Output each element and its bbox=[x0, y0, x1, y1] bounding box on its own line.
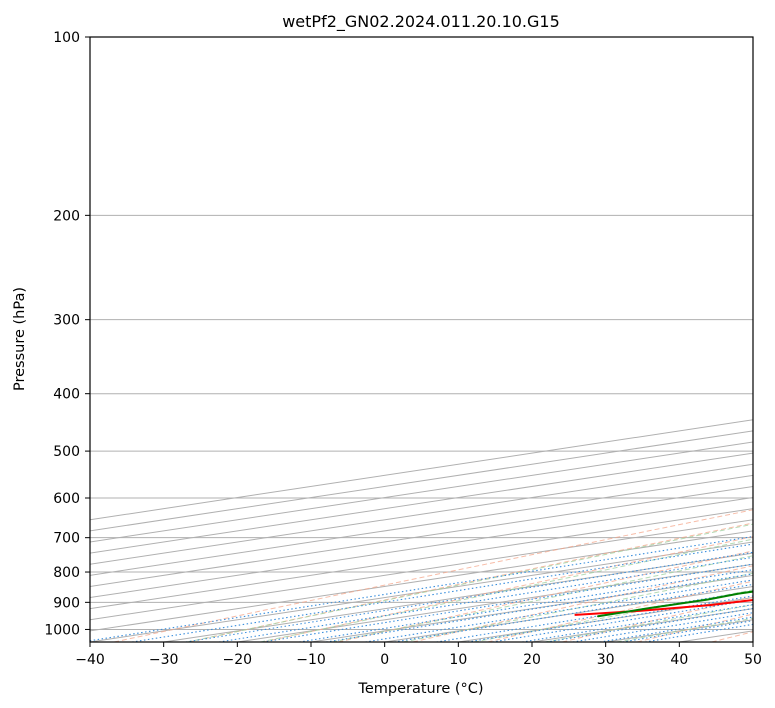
plot-frame bbox=[89, 36, 754, 643]
mixing-ratio-line bbox=[131, 543, 753, 642]
x-axis-label: Temperature (°C) bbox=[357, 681, 483, 697]
isotherm-line bbox=[384, 585, 753, 642]
dry-adiabat-line bbox=[711, 631, 753, 642]
mixing-ratio-line bbox=[299, 569, 753, 642]
isotherm-line bbox=[458, 597, 753, 642]
isotherm-line bbox=[163, 552, 753, 642]
isotherm-line bbox=[90, 485, 753, 587]
x-axis: −40 −30 −20 −10 0 10 20 30 40 50 bbox=[75, 642, 762, 668]
mixing-ratio-line bbox=[492, 599, 753, 642]
mixing-ratio-line bbox=[394, 583, 753, 642]
moist-adiabat-line bbox=[616, 617, 753, 642]
x-tick-label: 30 bbox=[597, 652, 615, 668]
dry-adiabat-line bbox=[114, 509, 753, 642]
mixing-ratio-line bbox=[185, 551, 753, 642]
x-tick-label: −30 bbox=[149, 652, 179, 668]
mixing-ratio-line bbox=[262, 563, 753, 642]
x-tick-label: 20 bbox=[523, 652, 541, 668]
x-tick-label: 10 bbox=[449, 652, 467, 668]
dry-adiabat-line bbox=[487, 580, 753, 642]
y-tick-label: 800 bbox=[53, 565, 80, 581]
y-tick-label: 500 bbox=[53, 444, 80, 460]
moist-adiabat-line bbox=[403, 572, 753, 642]
x-tick-label: −20 bbox=[223, 652, 253, 668]
dry-adiabat-line bbox=[338, 550, 753, 642]
x-tick-label: −40 bbox=[75, 652, 105, 668]
profile-lines bbox=[574, 590, 753, 618]
dry-adiabat-line bbox=[562, 596, 753, 642]
y-tick-label: 300 bbox=[53, 313, 80, 329]
mixing-ratio-line bbox=[645, 623, 753, 642]
y-tick-label: 400 bbox=[53, 387, 80, 403]
isotherm-line bbox=[90, 497, 753, 599]
isotherm-line bbox=[90, 441, 753, 543]
x-tick-label: 0 bbox=[380, 652, 389, 668]
isotherm-line bbox=[90, 452, 753, 554]
mixing-ratio-line bbox=[365, 579, 753, 642]
mixing-ratio-line bbox=[325, 573, 753, 642]
moist-adiabat-line bbox=[473, 589, 753, 642]
x-tick-label: −10 bbox=[296, 652, 326, 668]
y-axis-label: Pressure (hPa) bbox=[12, 287, 28, 391]
isotherm-line bbox=[531, 608, 753, 642]
isotherm-line bbox=[90, 474, 753, 576]
chart-title: wetPf2_GN02.2024.011.20.10.G15 bbox=[282, 12, 560, 32]
isotherm-line bbox=[90, 519, 753, 621]
temperature-profile bbox=[574, 598, 753, 616]
y-tick-label: 900 bbox=[53, 595, 80, 611]
y-tick-label: 600 bbox=[53, 491, 80, 507]
x-tick-label: 50 bbox=[744, 652, 762, 668]
moist-adiabat-line bbox=[187, 523, 753, 642]
isotherm-line bbox=[752, 641, 753, 642]
y-axis: 100 200 300 400 500 600 700 800 900 1000 bbox=[44, 30, 90, 638]
moist-adiabat-line bbox=[331, 555, 753, 642]
dry-adiabat-line bbox=[263, 536, 753, 642]
isotherm-line bbox=[90, 530, 753, 632]
y-tick-label: 200 bbox=[53, 208, 80, 224]
y-tick-label: 700 bbox=[53, 531, 80, 547]
isotherm-line bbox=[90, 508, 753, 610]
background-lines bbox=[90, 37, 753, 642]
isotherm-line bbox=[90, 463, 753, 565]
y-tick-label: 100 bbox=[53, 30, 80, 46]
moist-adiabat-line bbox=[260, 538, 753, 642]
y-tick-label: 1000 bbox=[44, 622, 80, 638]
x-tick-label: 40 bbox=[670, 652, 688, 668]
dry-adiabat-line bbox=[188, 522, 753, 642]
dry-adiabat-line bbox=[412, 565, 753, 642]
isotherm-line bbox=[90, 541, 753, 642]
